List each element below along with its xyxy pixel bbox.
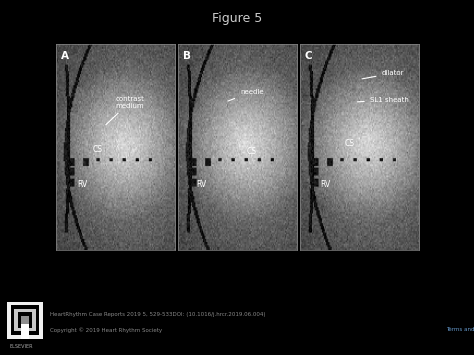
Text: RV: RV [321,180,331,189]
Text: dilator: dilator [362,70,404,79]
Text: contrast
medium: contrast medium [106,95,145,125]
Text: CS: CS [345,139,355,148]
Text: Figure 5: Figure 5 [212,12,262,26]
Text: B: B [182,50,191,61]
Text: CS: CS [93,145,103,154]
Text: A: A [61,50,69,61]
Text: ELSEVIER: ELSEVIER [9,344,33,349]
Text: HeartRhythm Case Reports 2019 5, 529-533DOI: (10.1016/j.hrcr.2019.06.004): HeartRhythm Case Reports 2019 5, 529-533… [50,312,265,317]
Text: RV: RV [77,180,87,189]
Text: RV: RV [197,180,207,189]
Text: Terms and Conditions: Terms and Conditions [446,327,474,332]
Text: SL1 sheath: SL1 sheath [357,97,409,103]
Text: C: C [304,50,312,61]
Text: Copyright © 2019 Heart Rhythm Society: Copyright © 2019 Heart Rhythm Society [50,327,164,333]
Text: CS: CS [247,147,257,156]
Text: needle: needle [228,89,264,101]
